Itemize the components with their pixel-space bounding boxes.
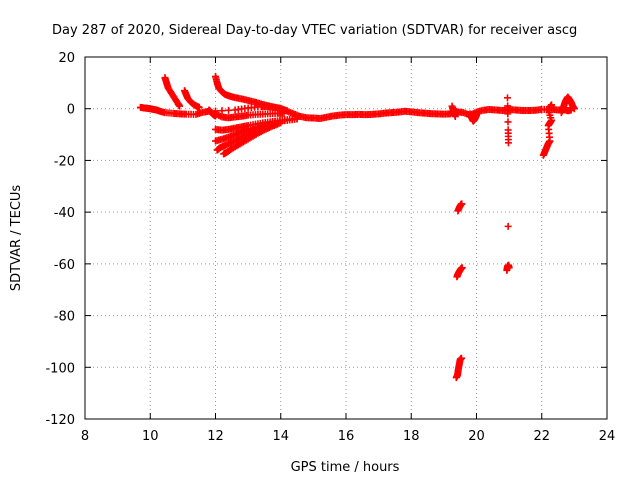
y-axis-label: SDTVAR / TECUs <box>9 185 24 292</box>
data-point <box>548 101 556 109</box>
data-point <box>280 109 288 117</box>
data-point <box>473 111 480 119</box>
x-tick-label: 8 <box>81 429 89 444</box>
data-series <box>212 72 291 115</box>
y-tick-label: 0 <box>67 103 75 118</box>
data-point <box>176 102 184 110</box>
data-point <box>504 110 512 118</box>
data-point <box>451 112 459 120</box>
data-point <box>458 200 466 208</box>
data-point <box>457 354 465 362</box>
data-series <box>448 102 459 120</box>
data-point <box>273 120 281 128</box>
x-tick-label: 16 <box>338 429 355 444</box>
y-tick-label: -60 <box>54 258 75 273</box>
data-point <box>293 115 301 123</box>
data-series <box>557 93 578 117</box>
data-series <box>453 264 466 281</box>
x-tick-label: 20 <box>468 429 485 444</box>
data-point <box>225 106 233 114</box>
x-tick-label: 10 <box>142 429 159 444</box>
x-tick-label: 24 <box>599 429 616 444</box>
data-point <box>504 118 512 126</box>
data-point <box>504 102 512 110</box>
y-tick-label: 20 <box>58 51 75 66</box>
axis-ticks: 8 10 12 14 16 18 20 22 24 20 0 -20 -40 -60 -80 -100 -120 <box>45 51 615 444</box>
data-point <box>277 119 285 127</box>
data-point <box>570 105 578 113</box>
data-points <box>136 72 578 382</box>
data-point <box>458 264 466 272</box>
y-tick-label: -80 <box>54 310 75 325</box>
y-tick-label: -100 <box>45 361 75 376</box>
x-tick-label: 18 <box>403 429 420 444</box>
data-point <box>503 94 511 102</box>
data-point <box>195 103 203 111</box>
data-point <box>218 107 226 115</box>
data-series <box>452 354 465 382</box>
x-tick-label: 22 <box>533 429 550 444</box>
data-series <box>454 200 466 215</box>
x-axis-label: GPS time / hours <box>291 460 400 475</box>
data-series <box>466 110 480 125</box>
data-series <box>503 94 513 274</box>
y-tick-label: -120 <box>45 413 75 428</box>
x-tick-label: 14 <box>272 429 289 444</box>
data-point <box>504 139 512 147</box>
y-tick-label: -40 <box>54 206 75 221</box>
data-series <box>539 101 556 159</box>
data-series <box>212 109 288 122</box>
data-series <box>181 87 203 111</box>
data-series <box>161 74 184 110</box>
data-point <box>505 264 513 272</box>
data-series <box>220 120 281 158</box>
plot-frame <box>84 56 608 420</box>
chart-title: Day 287 of 2020, Sidereal Day-to-day VTE… <box>52 23 577 38</box>
y-tick-label: -20 <box>54 154 75 169</box>
data-point <box>504 222 512 230</box>
x-tick-label: 12 <box>207 429 224 444</box>
